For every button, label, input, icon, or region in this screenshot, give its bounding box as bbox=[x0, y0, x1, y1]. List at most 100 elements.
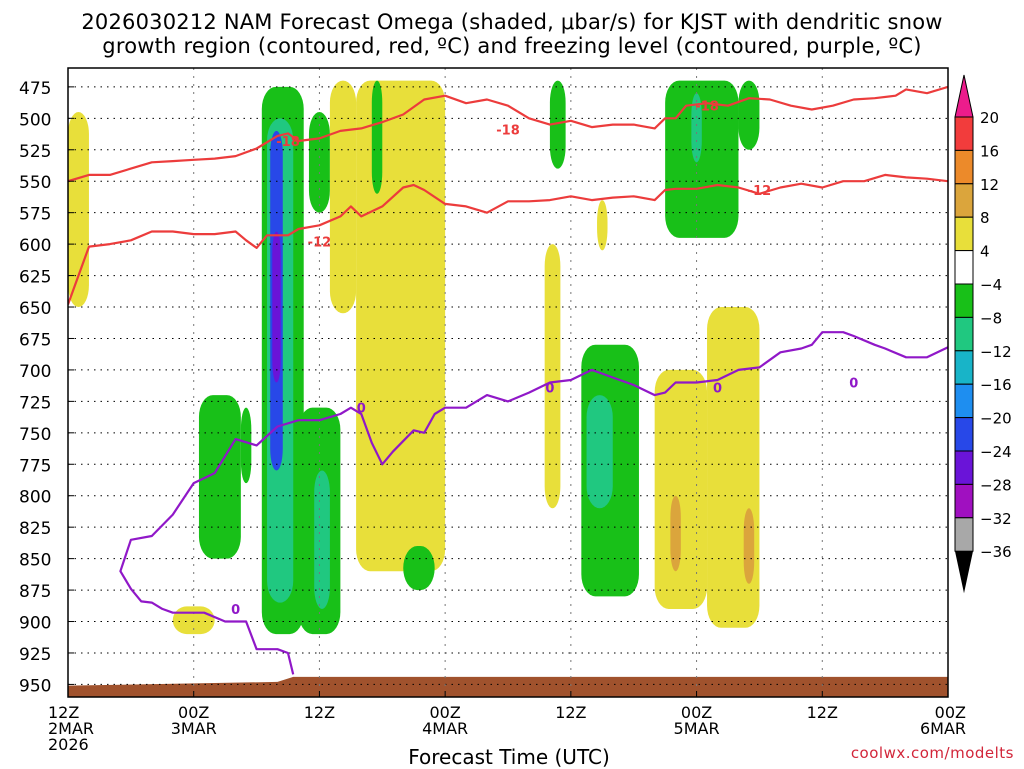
omega-region-yellow-column-36 bbox=[329, 80, 357, 314]
colorbar-bin--20--16 bbox=[954, 383, 974, 419]
colorbar-label-5: −4 bbox=[980, 276, 1002, 294]
x-tick-label-12-1: 3MAR bbox=[171, 719, 217, 738]
x-tick-label-84-1: 6MAR bbox=[920, 719, 966, 738]
omega-shading bbox=[68, 80, 760, 635]
y-tick-label-825: 825 bbox=[19, 519, 51, 539]
colorbar-label-4: 4 bbox=[980, 243, 990, 261]
chart-title-line-1: 2026030212 NAM Forecast Omega (shaded, μ… bbox=[81, 10, 943, 34]
plot-frame bbox=[67, 67, 949, 698]
colorbar-bin--36--32 bbox=[954, 517, 974, 552]
colorbar-bin--16--12 bbox=[954, 350, 974, 385]
contour-lines: -18 -18 -18 -12 -12 0 0 0 0 0 bbox=[68, 85, 948, 675]
x-tick-label-36-1: 4MAR bbox=[422, 719, 468, 738]
contour-label-dendritic-lower-0: -12 bbox=[308, 236, 332, 251]
ground-terrain bbox=[68, 676, 948, 697]
contour-dendritic-upper bbox=[68, 85, 948, 183]
y-tick-label-775: 775 bbox=[19, 456, 51, 476]
colorbar-label-3: 8 bbox=[980, 209, 990, 227]
y-tick-label-575: 575 bbox=[19, 205, 51, 225]
colorbar-bin--28--24 bbox=[954, 450, 974, 485]
chart-title-line-2: growth region (contoured, red, ºC) and f… bbox=[102, 34, 922, 58]
contour-freezing-level bbox=[119, 331, 948, 675]
contour-label-freezing-level-0: 0 bbox=[357, 402, 366, 417]
y-tick-label-750: 750 bbox=[19, 425, 51, 445]
y-tick-label-950: 950 bbox=[19, 676, 51, 696]
omega-region-green-upper-right bbox=[665, 80, 739, 238]
x-tick-label-0-1: 2MAR bbox=[48, 719, 94, 738]
y-tick-label-725: 725 bbox=[19, 393, 51, 413]
omega-region-green-5mar-top bbox=[549, 80, 566, 169]
omega-region-teal-5mar-low bbox=[586, 395, 613, 509]
x-tick-label-24-0: 12Z bbox=[304, 703, 335, 722]
omega-region-yellow-column-wide bbox=[356, 80, 446, 572]
y-tick-label-900: 900 bbox=[19, 614, 51, 634]
colorbar-label-8: −16 bbox=[980, 376, 1012, 394]
x-tick-label-0-2: 2026 bbox=[48, 735, 89, 754]
omega-region-yellow-5mar-sliver bbox=[597, 200, 608, 251]
colorbar-bin--8--4 bbox=[954, 283, 974, 318]
colorbar-label-11: −28 bbox=[980, 476, 1012, 494]
y-tick-label-800: 800 bbox=[19, 488, 51, 508]
terrain-ground bbox=[68, 676, 948, 697]
contour-label-freezing-level-2: 0 bbox=[713, 382, 722, 397]
y-tick-label-875: 875 bbox=[19, 582, 51, 602]
colorbar-bin-12-16 bbox=[954, 149, 974, 185]
colorbar-bin--4-4 bbox=[954, 250, 974, 285]
colorbar-label-13: −36 bbox=[980, 543, 1012, 561]
colorbar-label-9: −20 bbox=[980, 410, 1012, 428]
colorbar: 20 16 12 8 4 −4 −8 −12 −16 −20 −24 −28 −32 −36 bbox=[954, 74, 1012, 594]
colorbar-bin-8-12 bbox=[954, 183, 974, 218]
contour-label-dendritic-upper-1: -18 bbox=[496, 124, 520, 139]
x-axis-label: Forecast Time (UTC) bbox=[408, 745, 610, 769]
colorbar-top-arrow bbox=[954, 74, 974, 118]
x-tick-label-48-0: 12Z bbox=[555, 703, 586, 722]
colorbar-bin--12--8 bbox=[954, 316, 974, 352]
x-tick-label-72-0: 12Z bbox=[807, 703, 838, 722]
y-tick-label-600: 600 bbox=[19, 236, 51, 256]
x-tick-label-60-0: 00Z bbox=[681, 703, 712, 722]
x-tick-label-0-0: 12Z bbox=[48, 703, 79, 722]
x-tick-label-36-0: 00Z bbox=[429, 703, 460, 722]
x-tick-label-84-0: 00Z bbox=[935, 703, 966, 722]
credit-text: coolwx.com/modelts bbox=[850, 744, 1014, 762]
omega-region-orange-lower-right bbox=[670, 495, 681, 572]
contour-label-freezing-level-3: 0 bbox=[849, 377, 858, 392]
colorbar-label-12: −32 bbox=[980, 510, 1012, 528]
y-axis-ticks: 475 500 525 550 575 600 625 650 675 700 725 750 775 8… bbox=[19, 79, 74, 696]
colorbar-bin--24--20 bbox=[954, 417, 974, 452]
y-tick-label-850: 850 bbox=[19, 551, 51, 571]
x-tick-label-12-0: 00Z bbox=[178, 703, 209, 722]
omega-region-green-mid-sliver bbox=[371, 80, 383, 194]
y-tick-label-675: 675 bbox=[19, 330, 51, 350]
contour-dendritic-lower bbox=[68, 173, 948, 305]
omega-region-teal-upper-right bbox=[691, 93, 702, 163]
colorbar-bottom-arrow bbox=[955, 551, 973, 594]
y-tick-label-625: 625 bbox=[19, 268, 51, 288]
colorbar-label-0: 20 bbox=[980, 109, 999, 127]
contour-label-freezing-level-4: 0 bbox=[231, 603, 240, 618]
y-tick-label-650: 650 bbox=[19, 299, 51, 319]
colorbar-label-10: −24 bbox=[980, 443, 1012, 461]
contour-label-dendritic-lower-1: -12 bbox=[748, 184, 772, 199]
omega-region-green-far-right bbox=[738, 80, 760, 150]
y-tick-label-550: 550 bbox=[19, 173, 51, 193]
y-tick-label-525: 525 bbox=[19, 142, 51, 162]
y-tick-label-500: 500 bbox=[19, 110, 51, 130]
omega-region-green-low-1 bbox=[198, 395, 241, 559]
omega-region-yellow-5mar-column bbox=[544, 244, 561, 509]
colorbar-bin--32--28 bbox=[954, 483, 974, 519]
colorbar-label-7: −12 bbox=[980, 343, 1012, 361]
y-tick-label-475: 475 bbox=[19, 79, 51, 99]
x-tick-label-60-1: 5MAR bbox=[674, 719, 720, 738]
contour-label-freezing-level-1: 0 bbox=[545, 382, 554, 397]
colorbar-bin-16-20 bbox=[954, 116, 974, 151]
omega-region-teal-right-column bbox=[314, 470, 330, 609]
colorbar-bin-4-8 bbox=[954, 216, 974, 252]
y-tick-label-925: 925 bbox=[19, 645, 51, 665]
y-tick-label-700: 700 bbox=[19, 362, 51, 382]
plot-border bbox=[67, 67, 949, 698]
colorbar-label-2: 12 bbox=[980, 176, 999, 194]
omega-region-green-mid-low bbox=[403, 546, 435, 591]
